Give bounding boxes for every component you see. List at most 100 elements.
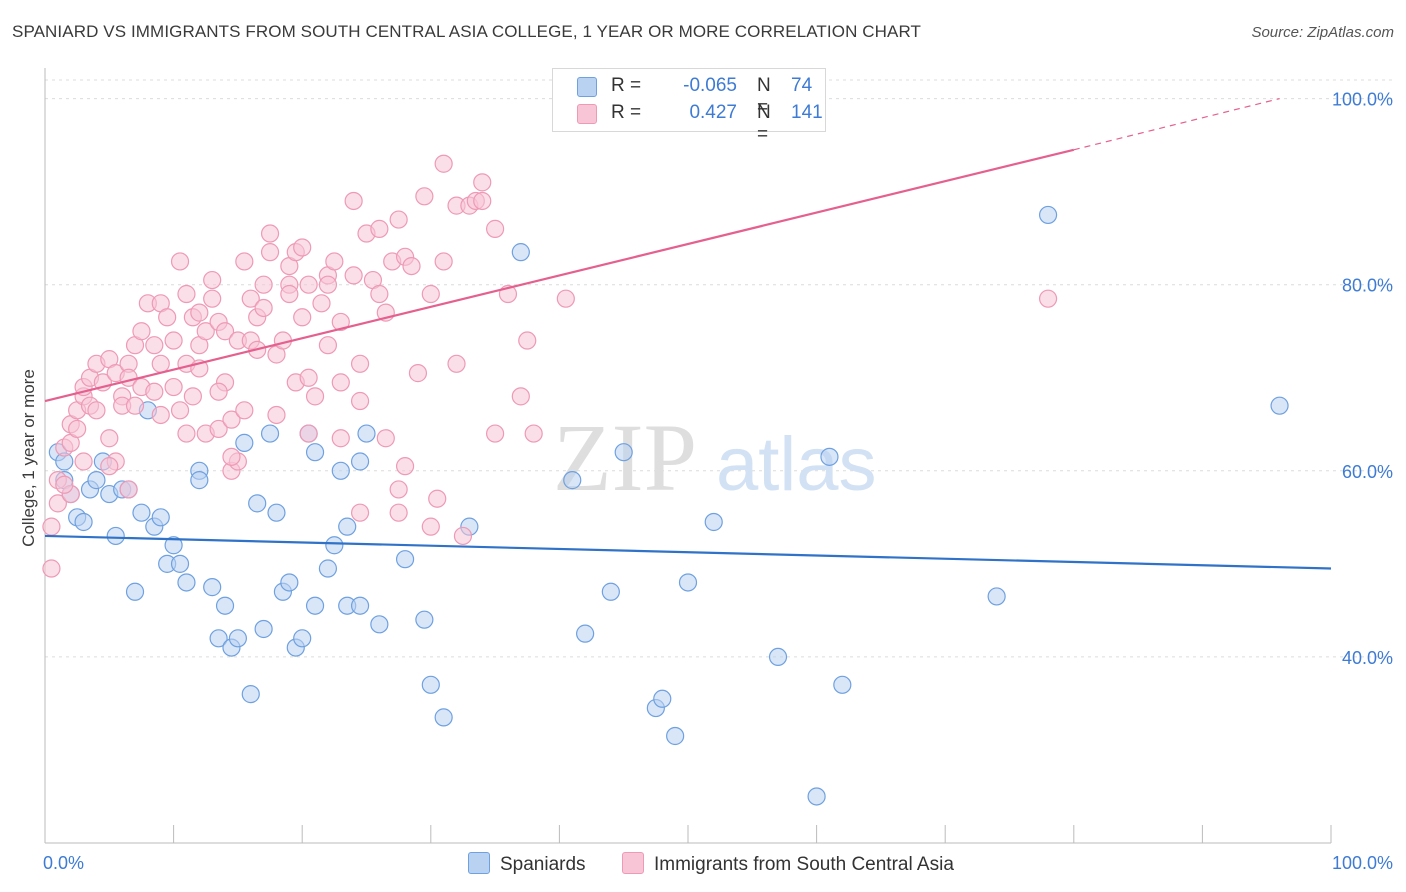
spaniard-point — [177, 573, 196, 592]
immigrant-point — [254, 275, 273, 294]
immigrant-point — [215, 322, 235, 341]
spaniard-point — [614, 443, 633, 462]
series-legend-immigrants[interactable]: Immigrants from South Central Asia — [622, 852, 954, 876]
spaniard-point — [601, 582, 620, 601]
spaniard-point — [768, 647, 788, 667]
immigrant-point — [151, 405, 170, 425]
series-legend-spaniards[interactable]: Spaniards — [468, 852, 586, 876]
y-tick-label: 60.0% — [1342, 462, 1393, 482]
immigrant-point — [280, 284, 299, 304]
grid-lines — [45, 79, 1394, 658]
immigrant-point — [241, 289, 260, 308]
spaniard-point — [305, 443, 325, 462]
spaniard-point — [704, 512, 723, 532]
immigrant-point — [524, 424, 543, 443]
y-tick-label: 80.0% — [1342, 276, 1393, 296]
legend-r-value: -0.065 — [683, 75, 737, 96]
immigrant-point — [376, 429, 395, 448]
spaniard-point — [350, 452, 370, 471]
spaniard-point — [293, 629, 312, 648]
immigrant-point — [203, 289, 222, 308]
immigrant-point — [299, 275, 318, 294]
immigrant-point — [447, 354, 466, 373]
immigrant-point — [389, 503, 408, 522]
spaniard-point — [318, 559, 338, 578]
spaniard-point — [132, 503, 151, 522]
immigrant-point — [235, 401, 254, 420]
immigrant-point — [196, 322, 215, 341]
immigrant-point — [209, 382, 228, 401]
immigrant-point — [151, 354, 170, 373]
legend-swatch-immigrants — [577, 104, 597, 124]
immigrant-point — [299, 424, 318, 443]
spaniard-point — [415, 610, 434, 629]
immigrant-point — [209, 419, 228, 439]
spaniard-point — [338, 517, 357, 536]
spaniard-point — [151, 508, 170, 527]
series-name-spaniards: Spaniards — [500, 854, 586, 875]
immigrant-point — [42, 559, 61, 578]
spaniard-point — [653, 689, 672, 708]
spaniard-point — [987, 587, 1006, 606]
spaniard-point — [209, 629, 228, 648]
spaniard-point — [228, 629, 247, 648]
immigrant-point — [453, 526, 473, 546]
immigrant-point — [350, 354, 370, 373]
x-tick-label: 100.0% — [1332, 853, 1393, 873]
immigrant-point — [267, 405, 286, 425]
spaniard-point — [331, 461, 350, 480]
immigrant-point — [370, 219, 389, 238]
spaniard-point — [87, 471, 106, 490]
immigrant-point — [486, 219, 505, 238]
immigrant-point — [318, 275, 338, 294]
immigrant-point — [183, 387, 202, 406]
y-tick-label: 40.0% — [1342, 648, 1393, 668]
immigrant-point — [511, 387, 530, 406]
immigrant-point — [518, 331, 537, 350]
immigrant-point — [48, 494, 67, 513]
immigrant-point — [434, 154, 453, 173]
spaniard-point — [215, 596, 235, 615]
watermark-atlas: atlas — [716, 422, 877, 507]
spaniard-point — [1270, 396, 1289, 415]
spaniard-point — [357, 424, 376, 443]
axes — [44, 68, 1332, 844]
source-label: Source: ZipAtlas.com — [1251, 24, 1394, 41]
immigrant-point — [312, 294, 331, 313]
spaniard-point — [170, 554, 190, 573]
immigrant-point — [556, 289, 575, 308]
immigrant-point — [222, 447, 241, 466]
spaniard-point — [576, 624, 595, 643]
immigrant-point — [473, 173, 492, 192]
spaniard-point — [370, 615, 389, 634]
spaniard-point — [305, 596, 325, 615]
stats-legend: R = -0.065 N = 74 R = 0.427 N = 141 — [552, 68, 826, 145]
immigrant-point — [344, 191, 363, 211]
immigrant-point — [100, 429, 119, 448]
spaniard-point — [106, 526, 125, 546]
immigrant-point — [145, 336, 164, 355]
legend-n-value: 74 — [791, 75, 813, 96]
series-name-immigrants: Immigrants from South Central Asia — [654, 854, 954, 875]
immigrant-point — [177, 284, 196, 304]
immigrant-point — [260, 224, 280, 243]
immigrant-point — [170, 252, 190, 271]
spaniard-point — [280, 573, 299, 592]
spaniard-point — [350, 596, 370, 615]
legend-swatch-spaniards — [577, 77, 597, 97]
immigrant-point — [100, 457, 119, 476]
chart-title: SPANIARD VS IMMIGRANTS FROM SOUTH CENTRA… — [12, 22, 922, 41]
immigrant-point — [421, 284, 440, 304]
immigrant-trend-extension — [1073, 98, 1280, 151]
immigrant-point — [254, 298, 273, 318]
spaniard-point — [241, 685, 260, 704]
spaniard-point — [833, 675, 852, 694]
trend-lines — [44, 98, 1332, 570]
spaniard-point — [164, 536, 183, 555]
immigrant-point — [293, 238, 312, 257]
immigrant-point — [164, 331, 183, 350]
immigrant-point — [55, 475, 74, 494]
immigrant-point — [305, 387, 325, 406]
immigrant-point — [145, 382, 164, 401]
